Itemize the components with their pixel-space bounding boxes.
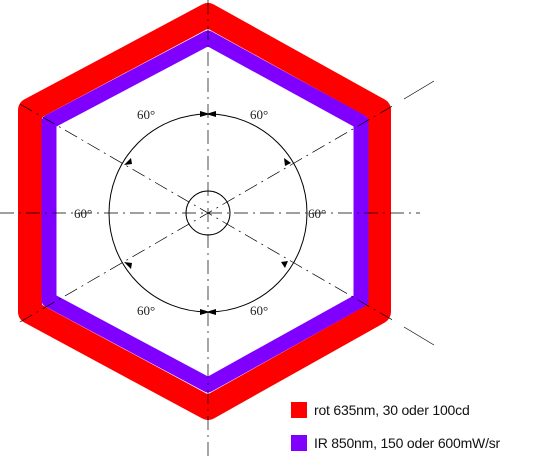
legend: rot 635nm, 30 oder 100cd IR 850nm, 150 o… — [291, 401, 500, 467]
center-circle — [185, 190, 231, 236]
angle-arrows — [124, 111, 291, 315]
outer-ray-up — [403, 80, 435, 100]
center-lines — [0, 0, 420, 459]
legend-label-red: rot 635nm, 30 oder 100cd — [314, 402, 470, 418]
legend-item-red: rot 635nm, 30 oder 100cd — [291, 401, 500, 419]
angle-label-left: 60° — [74, 206, 92, 221]
arrow-icon — [124, 262, 132, 269]
arrow-icon — [124, 158, 132, 165]
diagonal-line-down — [19, 103, 397, 323]
arrow-icon — [200, 111, 210, 117]
angle-label-top-right: 60° — [250, 107, 268, 122]
angle-label-top-left: 60° — [137, 107, 155, 122]
arrow-icon — [206, 111, 216, 117]
angle-label-bottom-right: 60° — [250, 303, 268, 318]
arrow-icon — [284, 158, 291, 166]
arrow-icon — [281, 261, 288, 268]
arrow-icon — [200, 309, 210, 315]
angle-label-right: 60° — [308, 206, 326, 221]
arrow-icon — [206, 309, 216, 315]
red-swatch-icon — [291, 402, 307, 418]
outer-ray-down — [403, 326, 435, 346]
legend-item-ir: IR 850nm, 150 oder 600mW/sr — [291, 434, 500, 452]
ir-swatch-icon — [291, 435, 307, 451]
angle-label-bottom-left: 60° — [137, 303, 155, 318]
legend-label-ir: IR 850nm, 150 oder 600mW/sr — [314, 435, 501, 451]
